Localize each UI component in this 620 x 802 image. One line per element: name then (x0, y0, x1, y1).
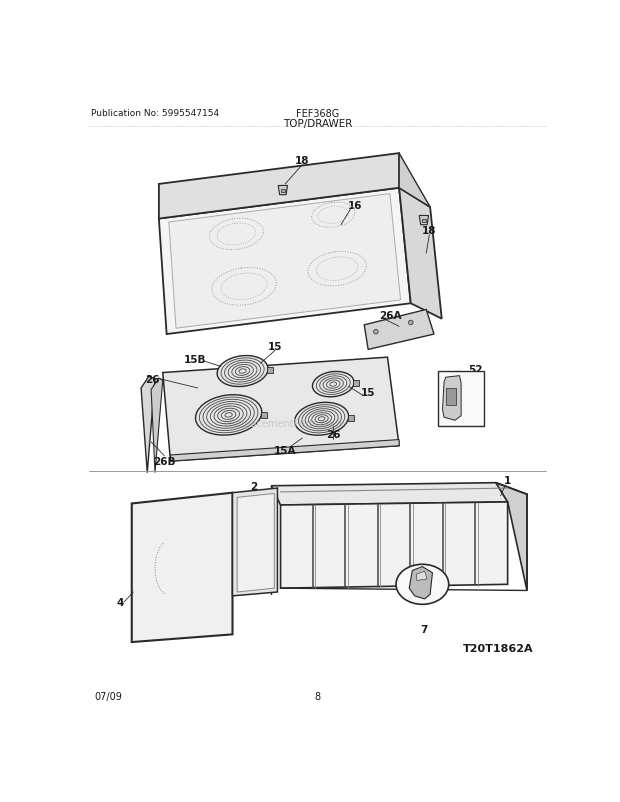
Text: eReplacementParts.com: eReplacementParts.com (223, 418, 342, 428)
Text: FEF368G: FEF368G (296, 108, 339, 119)
Text: 18: 18 (295, 156, 309, 166)
Text: 52: 52 (469, 365, 483, 375)
Text: T20T1862A: T20T1862A (463, 643, 534, 654)
Polygon shape (162, 358, 399, 461)
Polygon shape (399, 154, 430, 208)
Polygon shape (131, 493, 232, 642)
Ellipse shape (217, 356, 268, 387)
Text: 16: 16 (348, 201, 362, 211)
Text: 8: 8 (315, 691, 321, 701)
Text: 26: 26 (326, 430, 340, 439)
Polygon shape (272, 483, 508, 505)
Polygon shape (141, 377, 155, 473)
Circle shape (373, 330, 378, 334)
Polygon shape (278, 186, 288, 196)
Polygon shape (399, 188, 441, 319)
Polygon shape (159, 154, 399, 219)
Text: Publication No: 5995547154: Publication No: 5995547154 (92, 108, 219, 118)
Polygon shape (365, 310, 434, 350)
Bar (353, 380, 360, 387)
Text: 4: 4 (117, 597, 124, 607)
Text: 15: 15 (361, 387, 375, 397)
Text: TOP/DRAWER: TOP/DRAWER (283, 119, 352, 128)
Polygon shape (159, 188, 410, 334)
Text: 15A: 15A (274, 445, 296, 455)
Polygon shape (280, 502, 508, 589)
Text: 18: 18 (422, 226, 436, 236)
Ellipse shape (294, 403, 348, 435)
Ellipse shape (195, 395, 262, 435)
Bar (348, 415, 354, 422)
Bar (446, 388, 456, 405)
Text: 26: 26 (146, 375, 160, 384)
Text: 15B: 15B (184, 354, 206, 364)
Text: 26B: 26B (153, 456, 175, 467)
Bar (261, 412, 267, 419)
Text: 15: 15 (268, 341, 282, 351)
Polygon shape (422, 220, 426, 223)
Ellipse shape (312, 372, 354, 397)
Circle shape (409, 321, 413, 326)
Text: 07/09: 07/09 (94, 691, 122, 701)
Bar (438, 371, 484, 427)
Polygon shape (237, 494, 275, 592)
Polygon shape (496, 483, 527, 591)
Polygon shape (409, 567, 433, 599)
Polygon shape (170, 440, 399, 461)
Polygon shape (443, 376, 461, 421)
Polygon shape (169, 194, 401, 329)
Polygon shape (416, 572, 427, 581)
Polygon shape (151, 379, 162, 473)
Text: 7: 7 (420, 624, 428, 634)
Text: 2: 2 (250, 481, 258, 491)
Bar (267, 367, 273, 374)
Polygon shape (232, 488, 278, 596)
Text: 1: 1 (504, 476, 511, 486)
Text: 26A: 26A (379, 310, 402, 321)
Polygon shape (281, 190, 285, 193)
Polygon shape (419, 217, 428, 225)
Ellipse shape (396, 565, 449, 605)
